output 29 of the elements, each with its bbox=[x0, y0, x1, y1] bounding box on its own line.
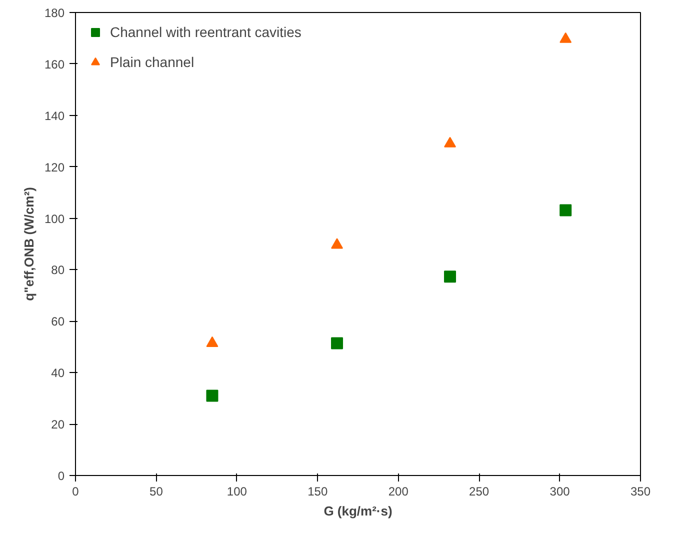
legend-label: Channel with reentrant cavities bbox=[110, 24, 302, 40]
point bbox=[331, 337, 344, 350]
point bbox=[206, 390, 218, 402]
x-tick-label: 50 bbox=[150, 484, 164, 498]
y-tick-label: 160 bbox=[44, 57, 65, 72]
x-tick-label: 150 bbox=[308, 484, 328, 498]
x-tick-label: 250 bbox=[469, 484, 490, 498]
x-tick-label: 100 bbox=[226, 484, 248, 498]
point bbox=[560, 204, 572, 216]
point bbox=[444, 270, 456, 283]
y-tick-label: 80 bbox=[51, 263, 65, 278]
y-tick-label: 180 bbox=[44, 6, 65, 20]
x-axis-title: G (kg/m²·s) bbox=[324, 504, 392, 518]
x-tick-label: 350 bbox=[630, 484, 651, 498]
legend-label: Plain channel bbox=[110, 54, 194, 70]
point bbox=[560, 32, 572, 43]
y-tick-label: 20 bbox=[51, 418, 65, 432]
point bbox=[331, 238, 344, 249]
y-tick-label: 40 bbox=[51, 366, 65, 380]
y-tick-label: 60 bbox=[51, 314, 65, 329]
x-tick-label: 200 bbox=[388, 484, 409, 498]
y-tick-label: 120 bbox=[44, 160, 65, 174]
y-tick-label: 140 bbox=[44, 108, 65, 123]
x-tick-label: 300 bbox=[550, 484, 570, 498]
y-axis-title: q"eff,ONB (W/cm²) bbox=[21, 187, 36, 301]
x-tick-label: 0 bbox=[72, 484, 80, 498]
point bbox=[444, 136, 456, 148]
y-tick-label: 100 bbox=[44, 212, 65, 226]
y-tick-label: 0 bbox=[58, 469, 65, 483]
